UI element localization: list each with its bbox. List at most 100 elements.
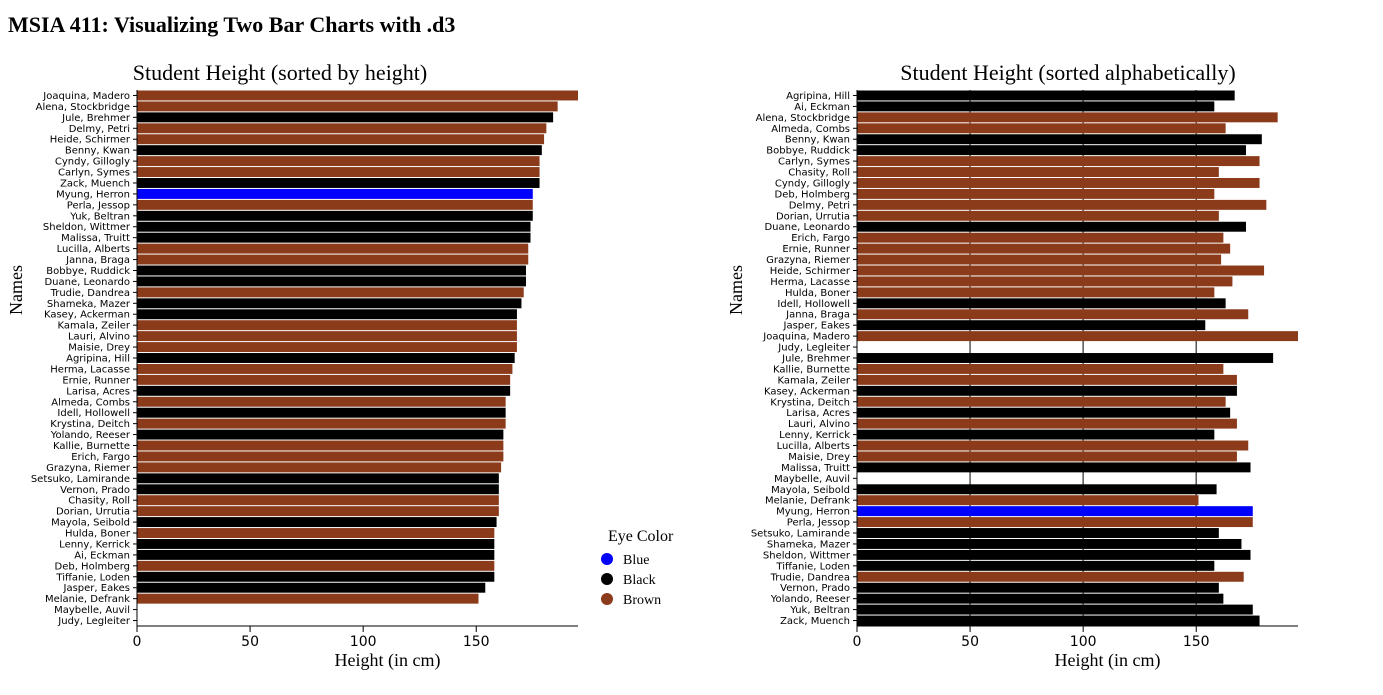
bar[interactable] [137,396,506,407]
bar[interactable] [137,593,479,604]
bar[interactable] [857,145,1246,156]
bar[interactable] [857,178,1260,188]
bar[interactable] [857,101,1215,112]
bar[interactable] [137,265,526,276]
bar[interactable] [857,199,1267,210]
bar[interactable] [137,167,540,178]
bar[interactable] [137,418,506,429]
bar[interactable] [857,112,1278,123]
bar[interactable] [857,462,1251,473]
bar[interactable] [857,309,1249,320]
bar[interactable] [857,451,1237,462]
bar[interactable] [137,342,517,353]
bar[interactable] [857,528,1219,538]
bar[interactable] [857,385,1237,396]
bar[interactable] [857,188,1215,199]
bar[interactable] [137,440,504,451]
bar[interactable] [137,287,524,298]
bar[interactable] [137,451,504,462]
bar[interactable] [137,528,495,538]
bar[interactable] [857,374,1237,385]
bar[interactable] [137,374,511,385]
bar[interactable] [857,517,1253,528]
y-tick-label: Deb, Holmberg [55,561,131,572]
bar[interactable] [137,462,502,473]
bar[interactable] [857,90,1235,101]
bar[interactable] [137,254,529,265]
bar[interactable] [137,331,517,342]
bar[interactable] [857,243,1231,254]
bar[interactable] [857,429,1215,440]
bar[interactable] [857,560,1215,571]
bar[interactable] [137,188,533,199]
bar[interactable] [137,429,504,440]
bar[interactable] [857,440,1249,451]
bar[interactable] [137,112,554,123]
bar[interactable] [857,506,1253,517]
bar[interactable] [857,167,1219,178]
bar[interactable] [857,353,1274,363]
bar[interactable] [137,506,499,517]
y-tick-label: Krystina, Deitch [770,397,850,408]
bar[interactable] [137,495,499,506]
bar[interactable] [857,331,1298,342]
bar[interactable] [857,604,1253,615]
bar[interactable] [857,495,1199,506]
bar[interactable] [137,123,547,134]
bar[interactable] [137,178,540,188]
bar[interactable] [857,538,1242,549]
bar[interactable] [137,517,497,528]
bar[interactable] [857,582,1219,593]
bar[interactable] [857,484,1217,495]
bar[interactable] [137,221,531,232]
y-tick-label: Grazyna, Riemer [766,255,851,266]
bar[interactable] [137,90,578,101]
bar[interactable] [857,407,1231,418]
y-tick-label: Malissa, Truitt [781,463,850,474]
bar[interactable] [137,243,529,254]
bar[interactable] [857,221,1246,232]
bar[interactable] [857,276,1233,287]
bar[interactable] [137,582,486,593]
bar[interactable] [137,320,517,331]
bar[interactable] [857,156,1260,167]
bar[interactable] [137,298,522,309]
bar[interactable] [857,265,1265,276]
bar[interactable] [137,309,517,320]
bar[interactable] [857,232,1224,243]
bar[interactable] [137,210,533,221]
bar[interactable] [857,396,1226,407]
bar[interactable] [857,298,1226,309]
bar[interactable] [857,418,1237,429]
bar[interactable] [137,145,542,156]
bar[interactable] [137,571,495,582]
bar[interactable] [857,210,1219,221]
y-tick-label: Benny, Kwan [65,146,130,157]
bar[interactable] [137,156,540,167]
bar[interactable] [857,134,1262,145]
bar[interactable] [137,385,511,396]
bar[interactable] [857,287,1215,298]
bar[interactable] [137,101,558,112]
bar[interactable] [137,134,545,145]
bar[interactable] [857,123,1226,134]
bar[interactable] [857,254,1222,265]
bar[interactable] [137,353,515,363]
bar[interactable] [137,199,533,210]
y-tick-label: Maybelle, Auvil [774,474,850,485]
bar[interactable] [137,473,499,484]
bar[interactable] [137,538,495,549]
bar[interactable] [137,363,513,374]
bar[interactable] [857,363,1224,374]
bar[interactable] [137,232,531,243]
bar[interactable] [857,549,1251,560]
bar[interactable] [857,571,1244,582]
bar[interactable] [857,615,1260,626]
bar[interactable] [137,276,526,287]
bar[interactable] [857,320,1206,331]
bar[interactable] [857,593,1224,604]
bar[interactable] [137,484,499,495]
bar[interactable] [137,549,495,560]
bar[interactable] [137,407,506,418]
bar[interactable] [137,560,495,571]
